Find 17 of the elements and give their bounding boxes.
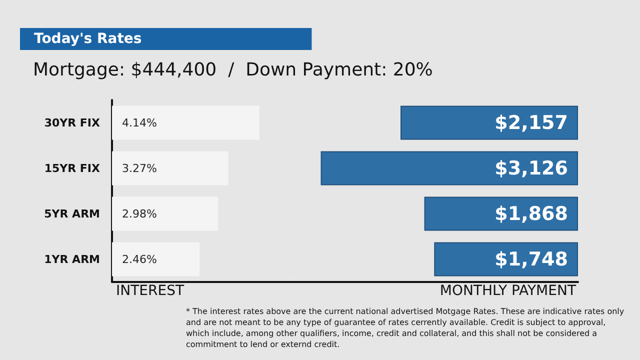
text: * The interest rates above are the current national advertised Motgage Rates. These are indicative rates only and are not meant to be any type of guarantee of rates cerrently available. Credit is subject to approval, which include, among other qualifiers, income, credit and collateral, and this shall not be considered a commitment to lend or externd credit.: [186, 307, 627, 349]
x2-axis-title: MONTHLY PAYMENT: [440, 283, 576, 299]
y-tick-label: 5YR ARM: [44, 207, 100, 220]
data-label: 3.27%: [122, 162, 157, 175]
data-label: 2.98%: [122, 207, 157, 220]
data-label: $3,126: [494, 157, 568, 180]
y-tick-label: 30YR FIX: [44, 116, 101, 130]
data-label: $2,157: [494, 112, 568, 134]
data-label: 4.14%: [122, 116, 157, 130]
text: Today's Rates: [34, 31, 142, 47]
data-label: $1,748: [494, 248, 568, 270]
data-label: $1,868: [494, 202, 568, 225]
x-axis-title: INTEREST: [116, 283, 184, 299]
data-label: 2.46%: [122, 252, 157, 266]
y-tick-label: 1YR ARM: [44, 252, 100, 266]
chart-subtitle: Mortgage: $444,400 / Down Payment: 20%: [33, 60, 433, 80]
y-tick-label: 15YR FIX: [44, 162, 101, 175]
